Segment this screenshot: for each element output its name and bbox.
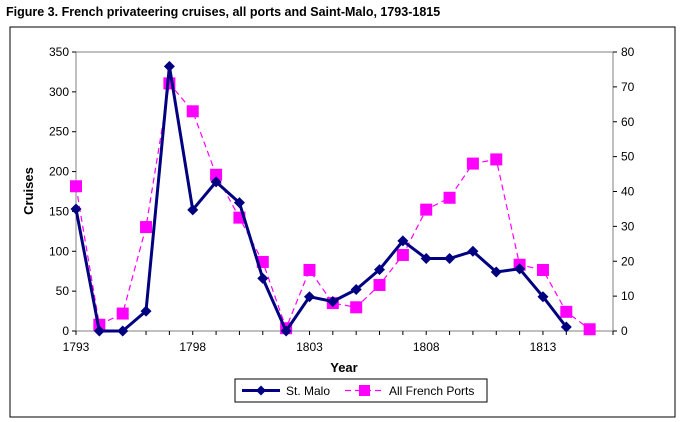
x-tick-label-1813: 1813 bbox=[530, 340, 557, 354]
y-axis-title: Cruises bbox=[21, 167, 36, 215]
legend: St. Malo All French Ports bbox=[234, 378, 488, 403]
y2-tick-label-80: 80 bbox=[621, 45, 635, 59]
y2-tick-label-10: 10 bbox=[621, 289, 635, 303]
point-st-malo-1802 bbox=[280, 325, 292, 337]
series-layer bbox=[70, 60, 596, 337]
point-all-french-ports-1805 bbox=[350, 301, 363, 314]
y2-tick-label-20: 20 bbox=[621, 254, 635, 268]
y2-tick-label-30: 30 bbox=[621, 219, 635, 233]
y2-tick-label-50: 50 bbox=[621, 150, 635, 164]
point-st-malo-1798 bbox=[187, 204, 199, 216]
point-st-malo-1814 bbox=[560, 321, 572, 333]
series-line-all-french-ports bbox=[75, 82, 591, 330]
legend-marker-all-french-ports bbox=[359, 385, 370, 396]
y-tick-label-50: 50 bbox=[56, 284, 70, 298]
y2-tick-label-0: 0 bbox=[621, 324, 628, 338]
point-st-malo-1803 bbox=[303, 291, 315, 303]
legend-marker-st-malo bbox=[256, 385, 266, 396]
point-st-malo-1807 bbox=[397, 235, 409, 247]
y2-tick-label-60: 60 bbox=[621, 115, 635, 129]
point-all-french-ports-1806 bbox=[373, 278, 386, 291]
point-all-french-ports-1811 bbox=[490, 153, 503, 166]
y-tick-label-250: 250 bbox=[49, 125, 69, 139]
series-line-st-malo bbox=[74, 64, 568, 333]
legend-label-all-french-ports: All French Ports bbox=[389, 384, 474, 398]
point-st-malo-1806 bbox=[374, 264, 386, 276]
axes: 0 50 100 150 200 250 300 350 0 10 20 30 40 50 60 70 80 17… bbox=[49, 45, 635, 354]
x-tick-label-1793: 1793 bbox=[63, 340, 90, 354]
legend-label-st-malo: St. Malo bbox=[286, 384, 330, 398]
point-st-malo-1800 bbox=[233, 197, 245, 209]
point-all-french-ports-1799 bbox=[210, 168, 223, 181]
point-all-french-ports-1810 bbox=[466, 157, 479, 170]
y2-tick-label-40: 40 bbox=[621, 185, 635, 199]
point-all-french-ports-1815 bbox=[583, 323, 596, 336]
point-st-malo-1811 bbox=[490, 266, 502, 278]
figure-title: Figure 3. French privateering cruises, a… bbox=[6, 5, 441, 19]
point-st-malo-1795 bbox=[117, 325, 129, 337]
point-all-french-ports-1796 bbox=[140, 221, 153, 234]
point-all-french-ports-1793 bbox=[70, 180, 82, 193]
y-tick-label-350: 350 bbox=[49, 45, 69, 59]
point-all-french-ports-1803 bbox=[303, 263, 316, 276]
y-tick-label-0: 0 bbox=[62, 324, 69, 338]
y-tick-label-300: 300 bbox=[49, 85, 69, 99]
point-all-french-ports-1814 bbox=[560, 305, 573, 318]
x-tick-label-1798: 1798 bbox=[179, 340, 206, 354]
point-st-malo-1801 bbox=[257, 272, 269, 284]
point-st-malo-1812 bbox=[514, 263, 526, 275]
point-st-malo-1797 bbox=[163, 60, 175, 72]
point-st-malo-1810 bbox=[467, 245, 479, 257]
y-tick-label-200: 200 bbox=[49, 165, 69, 179]
point-st-malo-1794 bbox=[93, 325, 105, 337]
x-axis-title: Year bbox=[330, 360, 357, 375]
point-all-french-ports-1795 bbox=[116, 307, 129, 320]
point-st-malo-1808 bbox=[420, 252, 432, 264]
point-st-malo-1793 bbox=[70, 203, 82, 215]
point-st-malo-1805 bbox=[350, 284, 362, 296]
point-st-malo-1813 bbox=[537, 291, 549, 303]
point-all-french-ports-1809 bbox=[443, 191, 456, 204]
x-tick-label-1808: 1808 bbox=[413, 340, 440, 354]
point-all-french-ports-1807 bbox=[396, 248, 409, 261]
y-tick-label-150: 150 bbox=[49, 204, 69, 218]
point-st-malo-1809 bbox=[444, 252, 456, 264]
x-tick-label-1803: 1803 bbox=[296, 340, 323, 354]
point-all-french-ports-1808 bbox=[420, 203, 433, 216]
point-st-malo-1804 bbox=[327, 296, 339, 308]
y2-tick-label-70: 70 bbox=[621, 80, 635, 94]
point-st-malo-1799 bbox=[210, 176, 222, 188]
point-all-french-ports-1798 bbox=[186, 105, 199, 118]
y-tick-label-100: 100 bbox=[49, 244, 69, 258]
point-all-french-ports-1813 bbox=[536, 263, 549, 276]
point-st-malo-1796 bbox=[140, 305, 152, 317]
